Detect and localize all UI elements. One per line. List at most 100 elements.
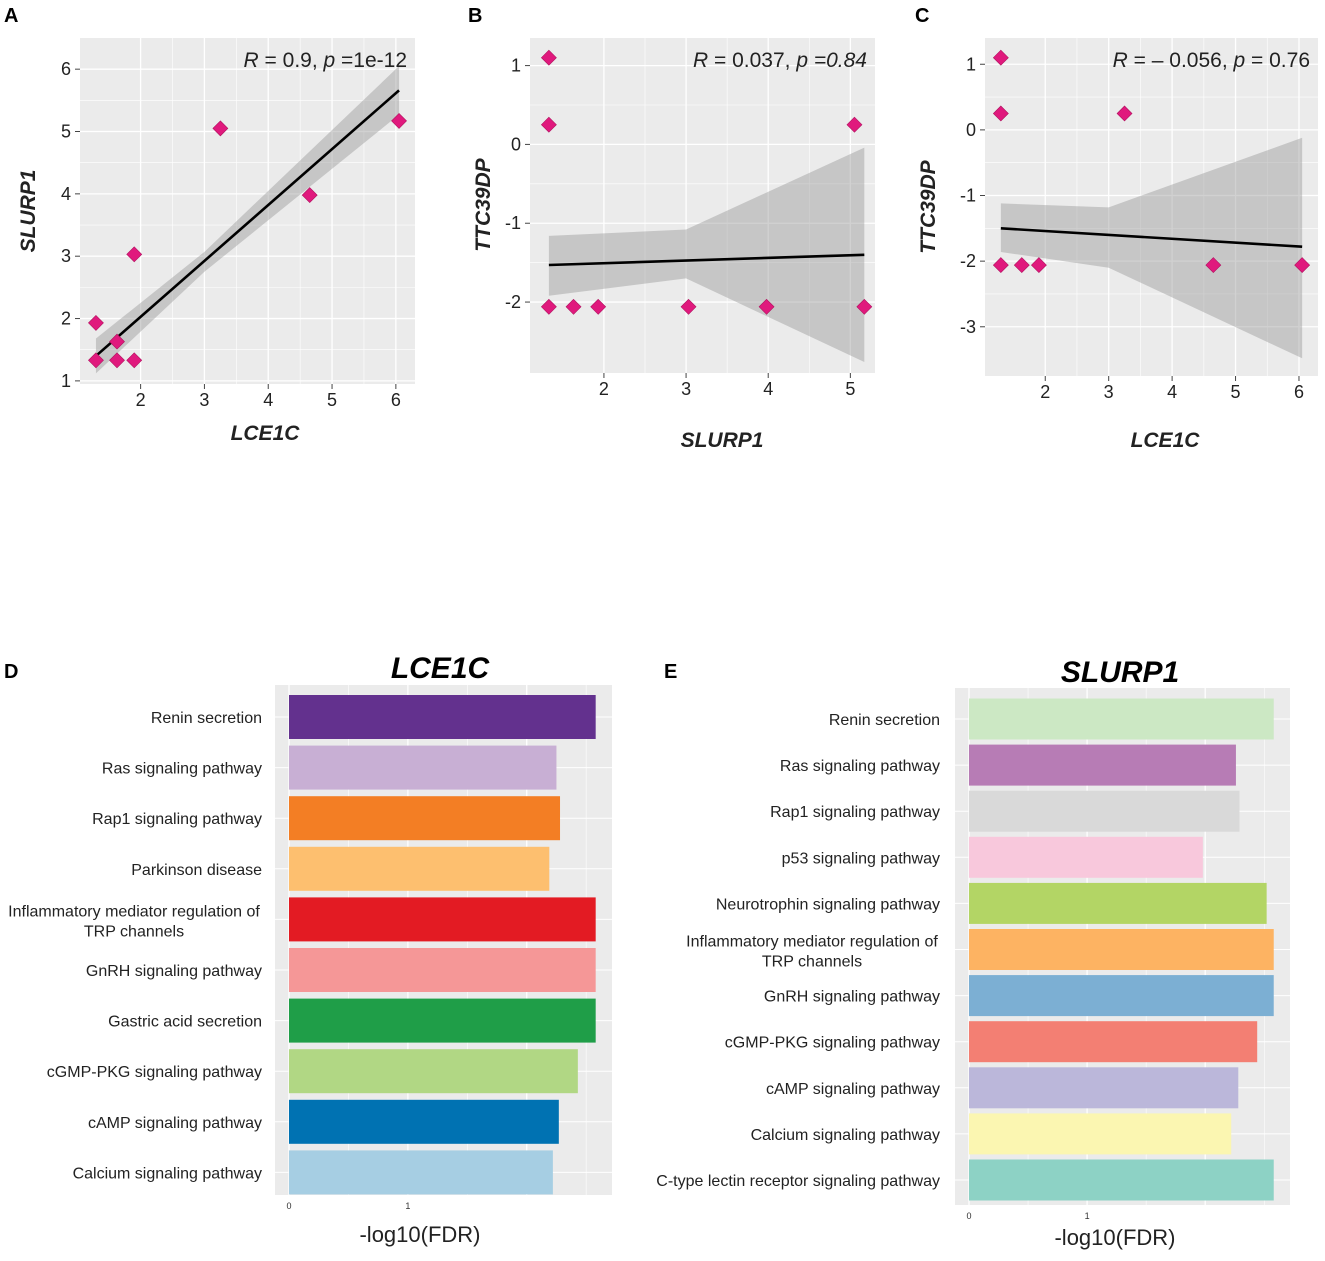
plot-background bbox=[985, 38, 1318, 376]
data-point bbox=[846, 116, 863, 133]
data-point bbox=[856, 298, 873, 315]
x-tick-label: 4 bbox=[1167, 382, 1177, 402]
panel-letter-e: E bbox=[664, 661, 677, 683]
x-axis-label: -log10(FDR) bbox=[359, 1222, 480, 1247]
correlation-annotation: R = 0.9, p =1e-12 bbox=[244, 49, 407, 72]
bar bbox=[969, 836, 1203, 878]
r-symbol: R bbox=[693, 49, 708, 72]
category-label: Gastric acid secretion bbox=[108, 1014, 262, 1031]
y-axis-label: TTC39DP bbox=[917, 159, 940, 253]
y-tick-label: 1 bbox=[61, 371, 71, 391]
y-tick-label: 3 bbox=[61, 246, 71, 266]
r-symbol: R bbox=[1113, 49, 1128, 72]
data-point bbox=[992, 105, 1009, 122]
category-label: cAMP signaling pathway bbox=[766, 1081, 940, 1098]
bar bbox=[969, 790, 1240, 832]
scatter-plot-b: 2 3 4 5 -2 -1 0 1 R = 0.037, p =0.84 SLURP1 TTC39D… bbox=[472, 38, 875, 452]
x-tick-label: 5 bbox=[327, 390, 337, 410]
data-point bbox=[758, 298, 775, 315]
y-tick-label: -1 bbox=[505, 213, 521, 233]
bar bbox=[289, 846, 550, 891]
y-tick-label: 4 bbox=[61, 184, 71, 204]
bar bbox=[969, 1159, 1274, 1201]
x-axis-label: -log10(FDR) bbox=[1054, 1225, 1175, 1250]
category-label: GnRH signaling pathway bbox=[764, 989, 940, 1006]
data-point bbox=[88, 314, 104, 331]
category-label: Renin secretion bbox=[829, 712, 940, 729]
x-tick-label: 0 bbox=[286, 1201, 291, 1211]
x-tick-label: 2 bbox=[599, 379, 609, 399]
data-point bbox=[1205, 257, 1222, 274]
data-point bbox=[88, 352, 104, 369]
p-value: = 0.76 bbox=[1245, 49, 1310, 72]
x-tick-label: 4 bbox=[263, 390, 273, 410]
regression-line bbox=[95, 89, 400, 357]
confidence-band bbox=[1000, 137, 1303, 359]
r-value: = 0.9, bbox=[259, 49, 324, 72]
bar bbox=[969, 698, 1274, 740]
r-value: = – 0.056, bbox=[1128, 49, 1234, 72]
category-label: Calcium signaling pathway bbox=[73, 1165, 262, 1182]
bar bbox=[289, 695, 596, 739]
category-label: Neurotrophin signaling pathway bbox=[716, 896, 940, 913]
x-tick-label: 2 bbox=[136, 390, 146, 410]
p-value: =0.84 bbox=[808, 49, 867, 72]
y-axis-label: SLURP1 bbox=[17, 170, 40, 253]
data-point bbox=[540, 116, 557, 133]
scatter-plot-a: 2 3 4 5 6 1 2 3 4 5 6 R = 0.9, p =1e-12 LCE1C SLURP1 bbox=[17, 38, 415, 445]
category-label: Inflammatory mediator regulation of TRP c… bbox=[686, 934, 938, 971]
bar bbox=[289, 948, 596, 992]
bar bbox=[969, 929, 1274, 970]
data-point bbox=[126, 352, 143, 369]
regression-line bbox=[1000, 227, 1303, 249]
category-label: Inflammatory mediator regulation of TRP c… bbox=[8, 903, 260, 940]
bar bbox=[969, 1067, 1239, 1109]
x-tick-label: 1 bbox=[405, 1201, 410, 1211]
confidence-band bbox=[95, 66, 400, 374]
y-tick-label: 6 bbox=[61, 59, 71, 79]
plot-background bbox=[530, 38, 875, 373]
category-label: p53 signaling pathway bbox=[782, 850, 940, 867]
p-symbol: p bbox=[795, 49, 808, 72]
x-tick-label: 6 bbox=[391, 390, 401, 410]
data-point bbox=[109, 352, 125, 369]
category-label: GnRH signaling pathway bbox=[86, 963, 262, 980]
data-point bbox=[1030, 257, 1047, 274]
bar-chart-e: Renin secretion Ras signaling pathway Rap1… bbox=[656, 656, 1290, 1250]
data-point bbox=[1294, 257, 1311, 274]
x-tick-label: 3 bbox=[199, 390, 209, 410]
bar bbox=[289, 897, 596, 942]
y-axis-label: TTC39DP bbox=[472, 157, 495, 251]
category-label: Rap1 signaling pathway bbox=[92, 811, 262, 828]
data-point bbox=[391, 112, 407, 129]
panel-letter-a: A bbox=[4, 5, 18, 27]
x-axis-label: SLURP1 bbox=[681, 429, 764, 452]
panel-letter-d: D bbox=[4, 661, 18, 683]
panel-letter-c: C bbox=[915, 5, 929, 27]
scatter-plot-c: 2 3 4 5 6 -3 -2 -1 0 1 R = – 0.056, p = 0.76 LCE1C T… bbox=[917, 38, 1318, 452]
data-point bbox=[680, 298, 697, 315]
r-value: = 0.037, bbox=[708, 49, 796, 72]
data-point bbox=[1013, 257, 1030, 274]
r-symbol: R bbox=[244, 49, 259, 72]
category-label: Parkinson disease bbox=[131, 862, 262, 879]
correlation-annotation: R = 0.037, p =0.84 bbox=[693, 49, 867, 72]
data-point bbox=[992, 257, 1009, 274]
x-tick-label: 5 bbox=[1231, 382, 1241, 402]
bar bbox=[289, 1150, 553, 1195]
x-tick-label: 1 bbox=[1085, 1211, 1090, 1221]
x-tick-label: 3 bbox=[1104, 382, 1114, 402]
category-label: Renin secretion bbox=[151, 710, 262, 727]
bar bbox=[289, 796, 561, 841]
y-tick-label: -3 bbox=[960, 317, 976, 337]
bar bbox=[289, 998, 596, 1043]
bar-chart-d: Renin secretion Ras signaling pathway Rap1… bbox=[8, 652, 612, 1247]
plot-background bbox=[80, 38, 415, 384]
y-tick-label: 0 bbox=[511, 134, 521, 154]
y-tick-label: 1 bbox=[966, 54, 976, 74]
data-point bbox=[565, 298, 582, 315]
x-axis-label: LCE1C bbox=[1131, 429, 1201, 452]
category-label: cGMP-PKG signaling pathway bbox=[47, 1064, 262, 1081]
bar bbox=[289, 1049, 578, 1094]
data-point bbox=[590, 298, 607, 315]
